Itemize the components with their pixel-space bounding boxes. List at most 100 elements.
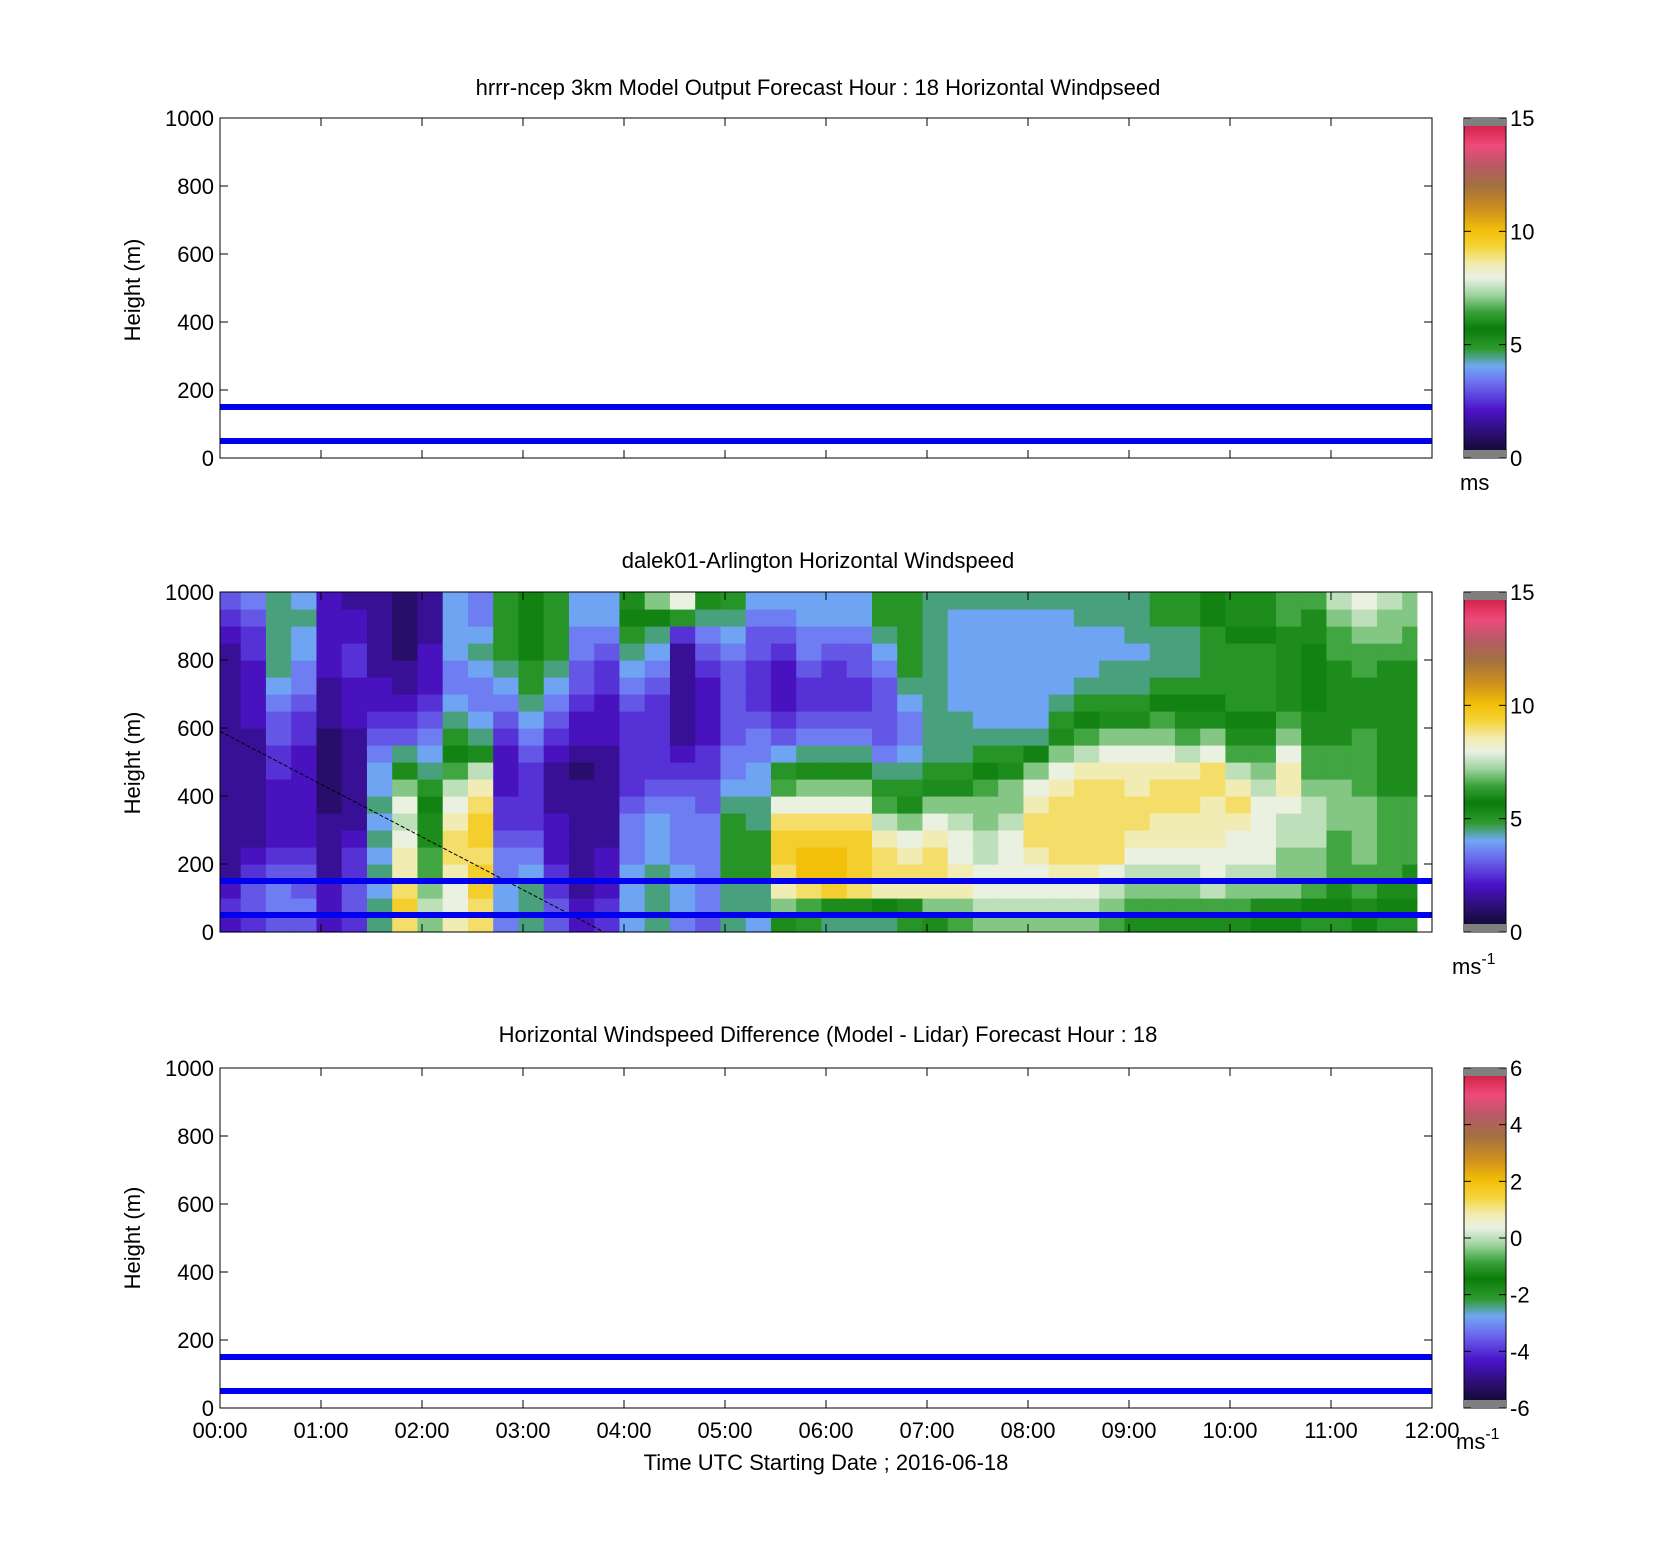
heatmap-cell [720, 626, 747, 644]
heatmap-cell [568, 881, 595, 899]
heatmap-cell [669, 643, 696, 661]
heatmap-cell [745, 898, 772, 916]
heatmap-cell [720, 762, 747, 780]
colorbar-tick-label: -2 [1510, 1283, 1530, 1308]
heatmap-cell [669, 813, 696, 831]
x-tick-label: 06:00 [798, 1418, 853, 1443]
heatmap-cell [1250, 864, 1277, 882]
heatmap-cell [846, 626, 873, 644]
heatmap-cell [871, 762, 898, 780]
heatmap-cell [695, 830, 722, 848]
heatmap-cell [392, 609, 419, 627]
heatmap-cell [594, 864, 621, 882]
diagonal-line [219, 730, 605, 933]
heatmap-cell [1048, 677, 1075, 695]
heatmap-cell [1376, 694, 1403, 712]
heatmap-cell [366, 830, 393, 848]
heatmap-cell [1301, 881, 1328, 899]
heatmap-cell [619, 643, 646, 661]
heatmap-cell [720, 881, 747, 899]
heatmap-cell [1124, 694, 1151, 712]
heatmap-cell [1351, 728, 1378, 746]
heatmap-cell [568, 847, 595, 865]
heatmap-cell [745, 660, 772, 678]
heatmap-cell [1250, 898, 1277, 916]
heatmap-cell [1326, 711, 1353, 729]
colorbar-tick-label: 10 [1510, 219, 1534, 244]
heatmap-cell [998, 728, 1025, 746]
heatmap-cell [594, 728, 621, 746]
heatmap-cell [619, 915, 646, 933]
heatmap-cell [1073, 592, 1100, 610]
heatmap-cell [1149, 694, 1176, 712]
heatmap-cell [1225, 847, 1252, 865]
heatmap-cell [695, 643, 722, 661]
heatmap-cell [1124, 796, 1151, 814]
heatmap-cell [417, 660, 444, 678]
heatmap-cell [1099, 779, 1126, 797]
heatmap-cell [1275, 677, 1302, 695]
heatmap-cell [1250, 677, 1277, 695]
heatmap-cell [669, 898, 696, 916]
heatmap-cell [695, 626, 722, 644]
heatmap-cell [467, 864, 494, 882]
heatmap-cell [1376, 830, 1403, 848]
heatmap-cell [1326, 609, 1353, 627]
heatmap-cell [695, 677, 722, 695]
heatmap-cell [821, 830, 848, 848]
heatmap-cell [821, 728, 848, 746]
heatmap-cell [1099, 813, 1126, 831]
heatmap-cell [1376, 592, 1403, 610]
heatmap-cell [392, 813, 419, 831]
heatmap-cell [619, 694, 646, 712]
heatmap-cell [1301, 830, 1328, 848]
panel-difference-colorbar-unit-base: ms [1456, 1429, 1485, 1454]
heatmap-cell [1275, 881, 1302, 899]
heatmap-cell [240, 830, 267, 848]
heatmap-cell [341, 847, 368, 865]
heatmap-cell [265, 898, 292, 916]
heatmap-cell [568, 915, 595, 933]
heatmap-cell [1402, 830, 1418, 848]
heatmap-cell [1351, 660, 1378, 678]
heatmap-cell [392, 711, 419, 729]
heatmap-cell [1351, 915, 1378, 933]
heatmap-cell [1048, 728, 1075, 746]
heatmap-cell [998, 796, 1025, 814]
heatmap-cell [821, 813, 848, 831]
heatmap-cell [568, 898, 595, 916]
heatmap-cell [947, 592, 974, 610]
heatmap-cell [972, 864, 999, 882]
heatmap-cell [770, 592, 797, 610]
heatmap-cell [1174, 609, 1201, 627]
heatmap-cell [1250, 847, 1277, 865]
heatmap-cell [998, 847, 1025, 865]
x-tick-label: 05:00 [697, 1418, 752, 1443]
colorbar-overflow-cap [1464, 1068, 1506, 1076]
heatmap-cell [1200, 643, 1227, 661]
heatmap-cell [1376, 660, 1403, 678]
heatmap-cell [316, 847, 343, 865]
heatmap-cell [543, 864, 570, 882]
heatmap-cell [1250, 728, 1277, 746]
heatmap-cell [594, 898, 621, 916]
heatmap-cell [594, 881, 621, 899]
heatmap-cell [1326, 830, 1353, 848]
heatmap-cell [619, 898, 646, 916]
heatmap-cell [594, 915, 621, 933]
heatmap-cell [1124, 609, 1151, 627]
panel-lidar-colorbar-unit-exp: -1 [1481, 951, 1495, 968]
heatmap-cell [998, 609, 1025, 627]
heatmap-cell [594, 677, 621, 695]
heatmap-cell [1326, 915, 1353, 933]
heatmap-cell [543, 592, 570, 610]
heatmap-cell [594, 762, 621, 780]
colorbar-tick-label: 0 [1510, 446, 1522, 471]
heatmap-cell [1073, 677, 1100, 695]
heatmap-cell [644, 864, 671, 882]
heatmap-cell [493, 881, 520, 899]
heatmap-cell [417, 626, 444, 644]
heatmap-cell [316, 898, 343, 916]
heatmap-cell [1174, 660, 1201, 678]
heatmap-cell [770, 830, 797, 848]
